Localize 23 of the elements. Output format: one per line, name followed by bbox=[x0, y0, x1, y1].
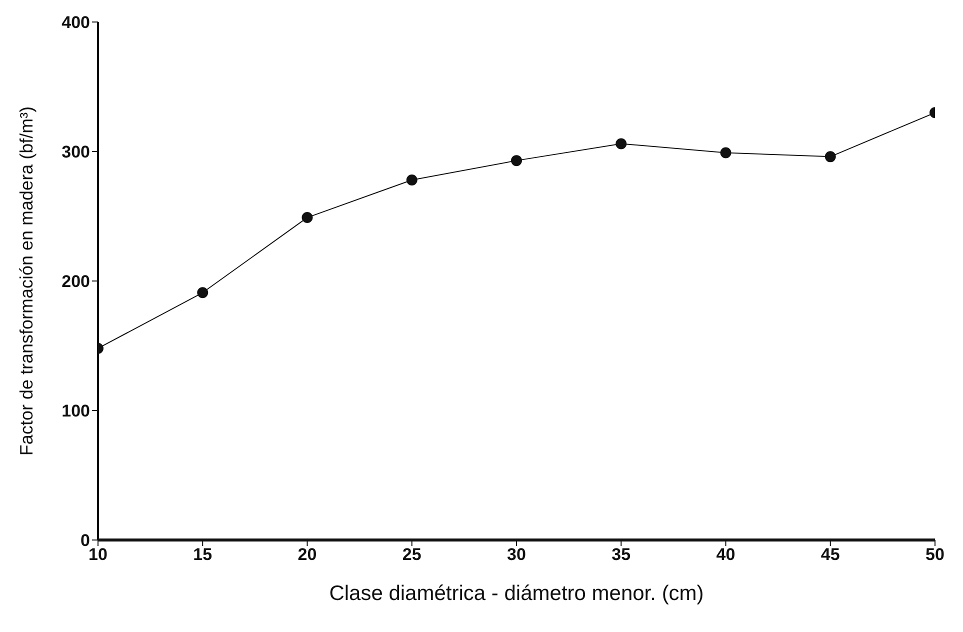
x-tick-label: 15 bbox=[193, 545, 212, 564]
y-tick-label: 400 bbox=[62, 13, 90, 32]
point bbox=[197, 287, 208, 298]
x-tick-label: 30 bbox=[507, 545, 526, 564]
x-tick-label: 45 bbox=[820, 545, 840, 564]
point bbox=[511, 155, 522, 166]
y-axis-title: Factor de transformación en madera (bf/m³) bbox=[16, 106, 36, 456]
y-tick-label: 200 bbox=[62, 272, 90, 292]
x-tick-label: 35 bbox=[612, 545, 631, 564]
point bbox=[720, 147, 732, 158]
y-tick-label: 0 bbox=[80, 531, 90, 550]
x-tick-label: 10 bbox=[88, 545, 108, 564]
x-axis-title: Clase diamétrica - diámetro menor. (cm) bbox=[329, 582, 704, 605]
point bbox=[824, 151, 836, 162]
x-tick-label: 40 bbox=[716, 545, 736, 564]
x-tick-label: 20 bbox=[298, 545, 317, 564]
point bbox=[406, 174, 418, 186]
point bbox=[616, 138, 627, 150]
x-tick-label: 50 bbox=[926, 545, 944, 564]
y-tick-label: 300 bbox=[62, 142, 90, 162]
y-tick-label: 100 bbox=[62, 402, 90, 421]
x-tick-label: 25 bbox=[402, 545, 422, 564]
point bbox=[302, 212, 313, 224]
